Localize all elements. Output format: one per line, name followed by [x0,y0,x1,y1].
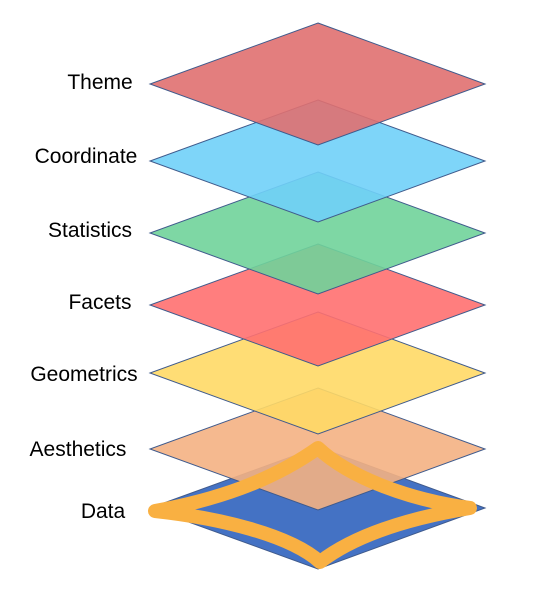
layer-plane-statistics [148,171,487,295]
layer-label-statistics: Statistics [48,219,132,242]
layer-label-data: Data [81,500,126,523]
layer-plane-theme [148,22,487,146]
layer-label-geometrics: Geometrics [30,363,137,386]
data-highlight-outline [148,441,477,569]
layer-plane-facets [148,243,487,367]
layer-label-theme: Theme [67,71,132,94]
layer-label-facets: Facets [68,291,131,314]
layer-plane-geometrics [148,311,487,435]
layer-label-aesthetics: Aesthetics [30,438,127,461]
layer-plane-coordinate [148,99,487,223]
layer-label-coordinate: Coordinate [35,145,138,168]
